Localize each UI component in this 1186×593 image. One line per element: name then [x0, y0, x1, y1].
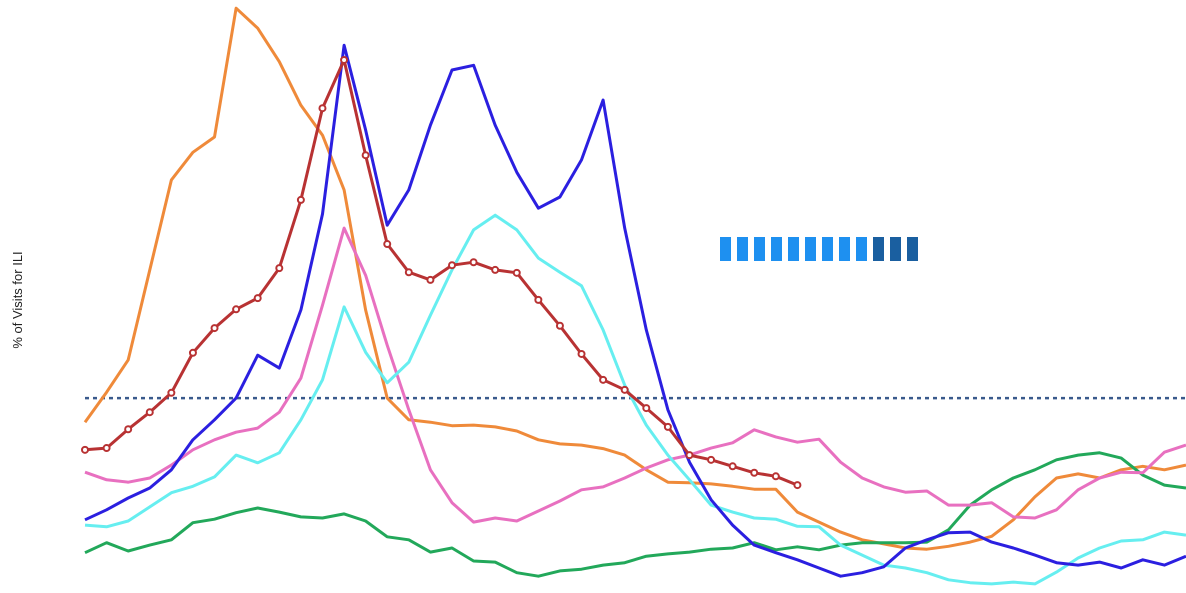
- data-point: [124, 425, 133, 434]
- data-point: [81, 445, 89, 454]
- data-point: [102, 444, 111, 453]
- data-point: [361, 151, 370, 160]
- data-point: [793, 481, 802, 490]
- data-point: [145, 408, 154, 417]
- data-point: [232, 305, 241, 314]
- data-point: [210, 324, 219, 333]
- y-axis-label: % of Visits for ILI: [10, 251, 25, 348]
- data-point: [555, 321, 564, 330]
- data-point: [167, 388, 176, 397]
- data-point: [296, 195, 305, 204]
- data-point: [663, 422, 672, 431]
- data-point: [707, 455, 716, 464]
- data-point: [642, 404, 651, 413]
- series-line: [84, 451, 1186, 578]
- data-point: [728, 462, 737, 471]
- data-point: [188, 348, 197, 357]
- data-point: [750, 468, 759, 477]
- data-point: [469, 258, 478, 267]
- series-line: [84, 213, 1186, 586]
- data-point: [771, 472, 780, 481]
- series-line: [83, 6, 1186, 551]
- data-point: [577, 349, 586, 358]
- series-line: [84, 58, 798, 487]
- data-point: [318, 104, 327, 113]
- legend-icon: [720, 237, 918, 261]
- data-point: [404, 268, 413, 277]
- series-line: [84, 226, 1186, 524]
- data-point: [275, 264, 284, 273]
- data-point: [491, 265, 500, 274]
- data-point: [620, 385, 629, 394]
- data-point: [512, 268, 521, 277]
- data-point: [448, 261, 456, 270]
- data-point: [340, 55, 349, 64]
- data-point: [534, 295, 543, 304]
- series-line: [84, 43, 1186, 578]
- data-point: [599, 375, 608, 384]
- data-point: [383, 240, 392, 249]
- data-point: [685, 451, 694, 460]
- data-point: [253, 294, 262, 303]
- data-point: [426, 275, 435, 284]
